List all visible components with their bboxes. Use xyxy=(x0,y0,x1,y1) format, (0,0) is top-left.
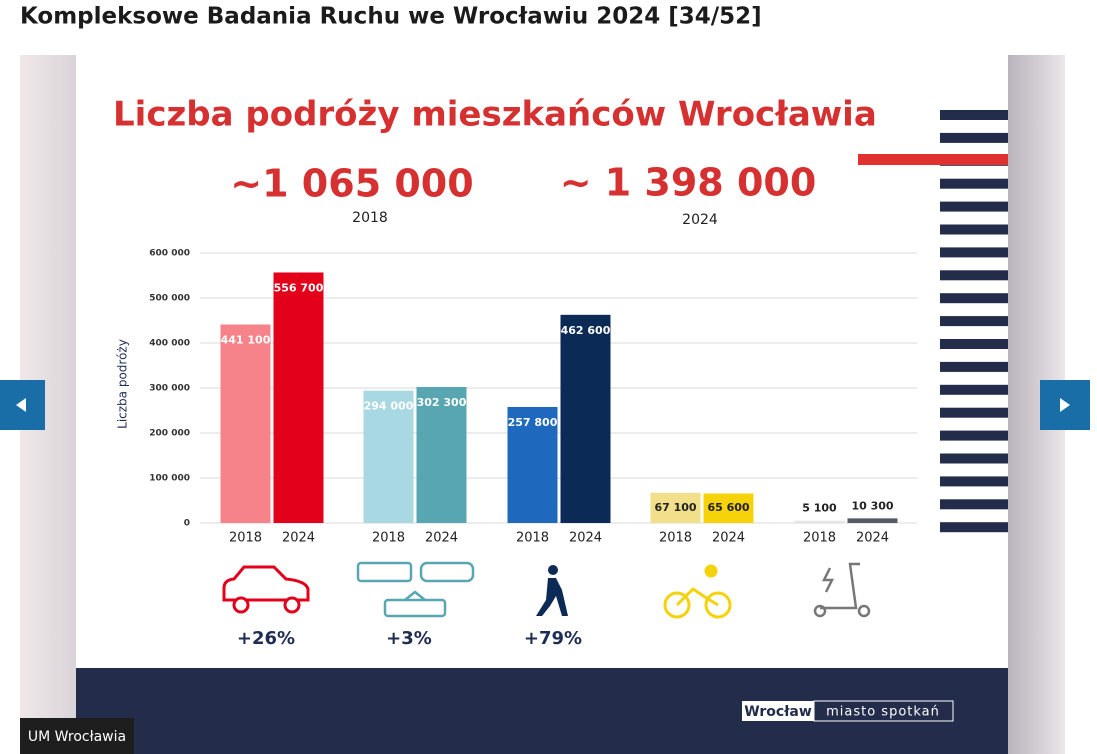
value-label: 294 000 xyxy=(364,400,414,413)
value-label: 67 100 xyxy=(654,501,696,514)
stripe xyxy=(940,430,1008,441)
caption: UM Wrocławia xyxy=(28,729,126,745)
value-label: 462 600 xyxy=(561,324,611,337)
transit-icon xyxy=(356,561,475,618)
stripe xyxy=(940,453,1008,464)
stripe xyxy=(940,293,1008,304)
stripe xyxy=(940,407,1008,418)
x-tick-label: 2024 xyxy=(712,531,745,546)
x-tick-label: 2018 xyxy=(659,531,692,546)
bar xyxy=(363,390,414,523)
slide-footer xyxy=(76,668,1008,754)
y-axis-label: Liczba podróży xyxy=(116,339,130,429)
bar xyxy=(794,520,845,523)
bar xyxy=(416,386,467,523)
value-label: 5 100 xyxy=(802,502,837,515)
chart: 0 100 000 200 000 300 000 400 000 500 000 600 … xyxy=(149,249,917,649)
value-label: 302 300 xyxy=(417,396,467,409)
value-label: 257 800 xyxy=(508,416,558,429)
change-label: +26% xyxy=(237,628,295,649)
x-tick-label: 2024 xyxy=(425,531,458,546)
stripe xyxy=(940,224,1008,235)
total-year: 2018 xyxy=(352,210,388,226)
bar xyxy=(847,518,898,523)
page-title: Kompleksowe Badania Ruchu we Wrocławiu 2… xyxy=(20,4,762,30)
y-tick-label: 500 000 xyxy=(149,294,190,304)
bar xyxy=(507,406,558,523)
value-label: 556 700 xyxy=(274,281,324,294)
logo-slogan: miasto spotkań xyxy=(826,705,940,720)
total: ~ 1 398 000 xyxy=(560,161,817,205)
x-tick-label: 2018 xyxy=(803,531,836,546)
logo-city: Wrocław xyxy=(744,704,812,720)
next-arrow[interactable] xyxy=(1060,398,1070,412)
stripe xyxy=(940,384,1008,395)
bar xyxy=(273,272,324,523)
stripe xyxy=(940,132,1008,143)
stripe xyxy=(940,499,1008,510)
stripe xyxy=(940,361,1008,372)
y-tick-label: 400 000 xyxy=(149,339,190,349)
x-tick-label: 2024 xyxy=(282,531,315,546)
x-tick-label: 2018 xyxy=(516,531,549,546)
x-tick-label: 2018 xyxy=(372,531,405,546)
change-label: +79% xyxy=(524,628,582,649)
stripe xyxy=(940,110,1008,120)
y-tick-label: 200 000 xyxy=(149,429,190,439)
logo-frame xyxy=(813,700,954,722)
stripe xyxy=(940,476,1008,487)
stripe xyxy=(940,522,1008,533)
bar xyxy=(560,314,611,523)
total-year: 2024 xyxy=(682,212,718,228)
value-label: 441 100 xyxy=(221,334,271,347)
caption-box xyxy=(20,718,134,754)
value-label: 10 300 xyxy=(851,499,893,512)
car-icon xyxy=(222,565,310,614)
stripe xyxy=(940,178,1008,189)
change-label: +3% xyxy=(386,628,432,649)
scooter-icon xyxy=(813,562,871,618)
y-tick-label: 0 xyxy=(184,519,190,529)
x-tick-label: 2024 xyxy=(856,531,889,546)
stripe xyxy=(940,201,1008,212)
red-bar xyxy=(858,154,1008,165)
y-tick-label: 600 000 xyxy=(149,249,190,259)
value-label: 65 600 xyxy=(707,501,749,514)
x-tick-label: 2024 xyxy=(569,531,602,546)
stripe xyxy=(940,316,1008,327)
x-tick-label: 2018 xyxy=(229,531,262,546)
total: ~1 065 000 xyxy=(230,162,473,206)
bar xyxy=(703,493,754,523)
stripe xyxy=(940,339,1008,349)
y-tick-label: 100 000 xyxy=(149,474,190,484)
bike-icon xyxy=(663,564,732,619)
stripe xyxy=(940,247,1008,258)
stripe xyxy=(940,270,1008,281)
slide xyxy=(76,55,1008,668)
bar xyxy=(650,492,701,523)
prev-arrow[interactable] xyxy=(16,398,26,412)
y-tick-label: 300 000 xyxy=(149,384,190,394)
logo-box xyxy=(742,701,814,721)
slide-title: Liczba podróży mieszkańców Wrocławia xyxy=(113,95,877,135)
walk-icon xyxy=(536,565,568,616)
bar xyxy=(220,324,271,523)
